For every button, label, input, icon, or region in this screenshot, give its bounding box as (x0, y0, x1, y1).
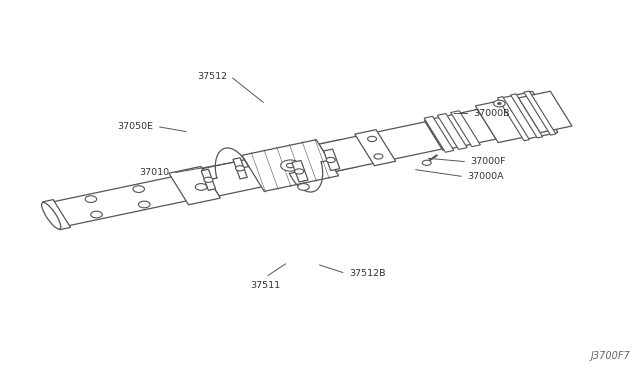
Circle shape (326, 157, 335, 163)
Polygon shape (42, 200, 70, 230)
Polygon shape (233, 158, 247, 179)
Polygon shape (524, 91, 556, 135)
Polygon shape (201, 169, 216, 190)
Polygon shape (44, 176, 191, 228)
Circle shape (138, 201, 150, 208)
Polygon shape (518, 91, 572, 133)
Text: 37000F: 37000F (470, 157, 506, 166)
Polygon shape (424, 109, 496, 150)
Circle shape (493, 100, 505, 107)
Text: 37511: 37511 (250, 281, 281, 290)
Polygon shape (242, 140, 339, 191)
Polygon shape (451, 111, 481, 147)
Circle shape (133, 186, 145, 192)
Circle shape (287, 163, 294, 168)
Circle shape (497, 102, 501, 105)
Text: 37050E: 37050E (118, 122, 154, 131)
Circle shape (204, 177, 213, 182)
Polygon shape (437, 113, 467, 150)
Polygon shape (476, 94, 557, 142)
Polygon shape (500, 92, 558, 139)
Text: 37000A: 37000A (467, 172, 504, 181)
Polygon shape (324, 149, 340, 170)
Circle shape (294, 169, 303, 174)
Circle shape (281, 160, 300, 171)
Circle shape (195, 184, 207, 190)
Polygon shape (319, 122, 442, 171)
Text: 37512: 37512 (197, 72, 227, 81)
Circle shape (374, 154, 383, 159)
Circle shape (422, 160, 431, 166)
Circle shape (85, 196, 97, 202)
Text: 37010: 37010 (140, 169, 170, 177)
Text: 37000B: 37000B (474, 109, 510, 118)
Text: 37512B: 37512B (349, 269, 385, 278)
Polygon shape (497, 97, 529, 141)
Circle shape (367, 136, 376, 141)
Circle shape (91, 211, 102, 218)
Polygon shape (355, 130, 396, 166)
Circle shape (298, 184, 309, 190)
Polygon shape (202, 140, 357, 196)
Polygon shape (511, 94, 543, 138)
Circle shape (236, 166, 244, 171)
Polygon shape (424, 116, 454, 152)
Polygon shape (292, 160, 308, 182)
Text: J3700F7: J3700F7 (591, 351, 630, 361)
Ellipse shape (42, 202, 61, 229)
Polygon shape (169, 167, 220, 205)
